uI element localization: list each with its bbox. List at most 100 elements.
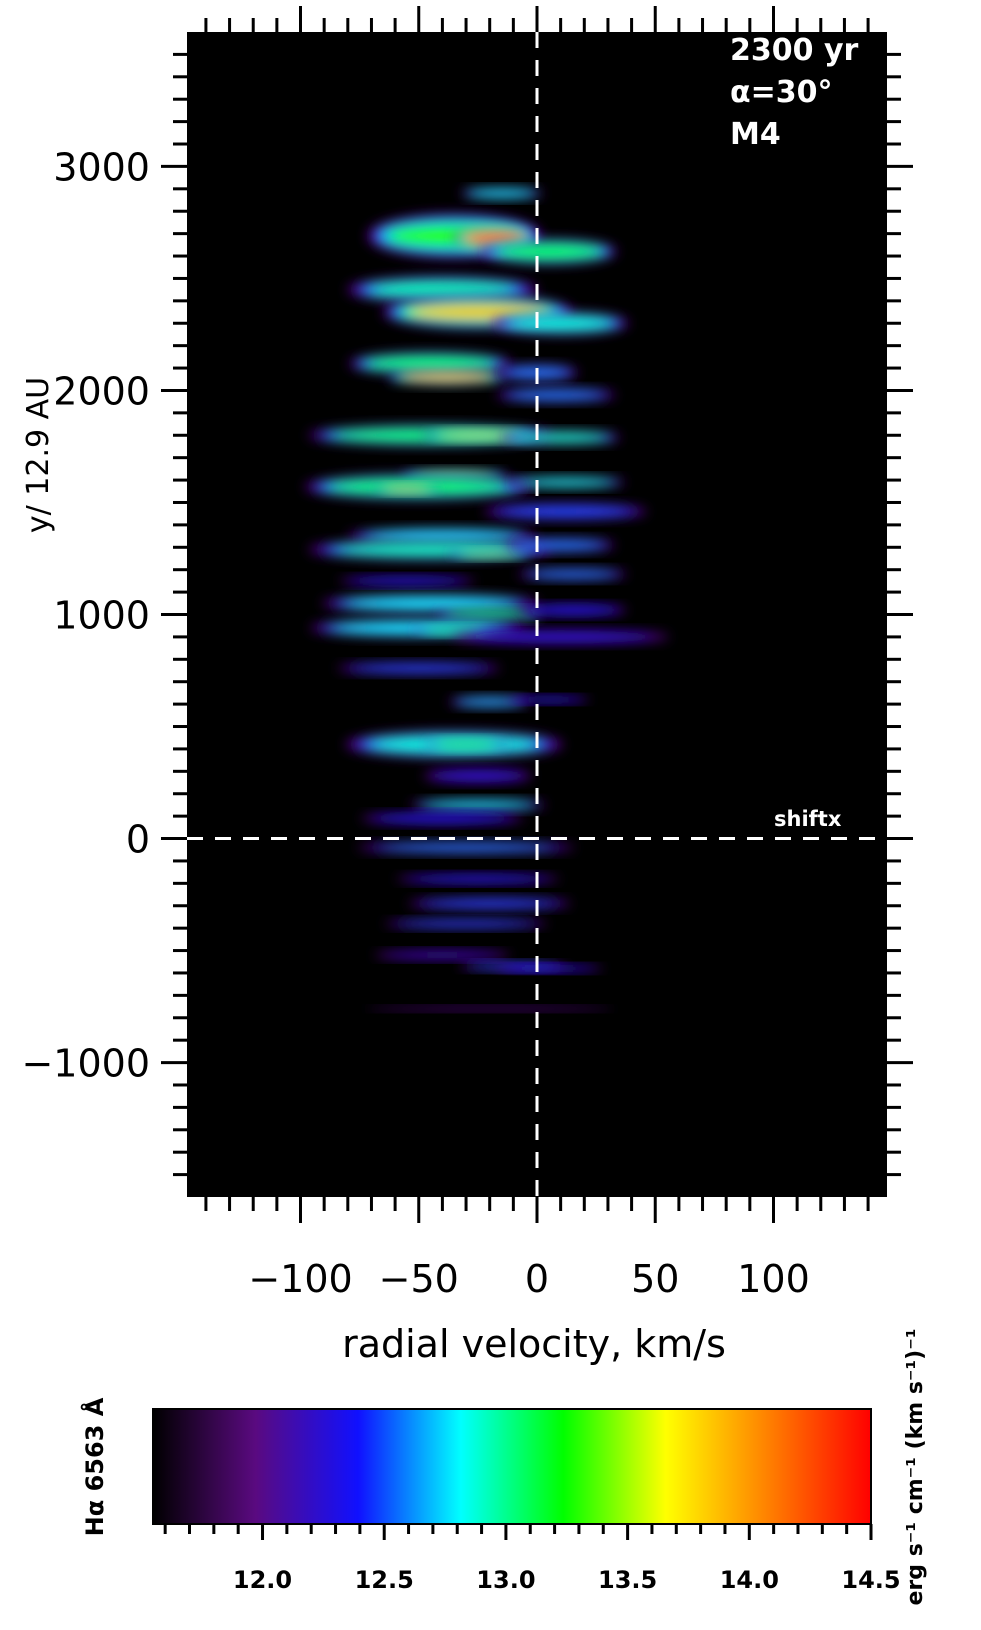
emission-blob (483, 503, 647, 520)
emission-blob (367, 1006, 613, 1012)
x-tick-label: −100 (248, 1257, 352, 1301)
emission-contour (356, 665, 482, 671)
emission-blob (425, 738, 507, 751)
emission-contour (403, 921, 529, 926)
colorbar-unit: erg s⁻¹ cm⁻¹ (km s⁻¹)⁻¹ (903, 1329, 928, 1606)
emission-blob (451, 630, 670, 644)
reference-lines (187, 32, 887, 1197)
emission-contour (516, 434, 605, 441)
emission-blob (374, 484, 440, 494)
emission-blob (413, 625, 496, 635)
emission-contour (412, 306, 544, 318)
emission-blob (508, 696, 590, 703)
emission-contour (530, 571, 615, 577)
y-tick-label: 3000 (53, 145, 150, 189)
emission-contour (518, 541, 603, 549)
axis-ticks (161, 6, 913, 1223)
emission-contour (372, 284, 512, 296)
emission-contour (426, 900, 553, 907)
emission-contour (406, 374, 488, 380)
emission-blob (494, 965, 604, 972)
x-tick-label: 100 (737, 1257, 810, 1301)
emission-contour (469, 632, 652, 642)
emission-contour (367, 1006, 613, 1012)
emission-blob (387, 369, 507, 385)
y-tick-label: −1000 (21, 1042, 150, 1086)
emission-blob (408, 897, 572, 910)
emission-blob (338, 576, 475, 586)
emission-contour (373, 359, 489, 368)
emission-map (304, 187, 670, 1012)
colorbar-title: Hα 6563 Å (80, 1397, 109, 1536)
colorbar-tick-label: 14.0 (720, 1566, 779, 1594)
emission-blob (496, 388, 616, 402)
x-tick-label: 50 (631, 1257, 679, 1301)
emission-contour (428, 802, 528, 808)
emission-contour (437, 742, 495, 747)
emission-contour (385, 952, 500, 958)
emission-blob (396, 874, 560, 884)
colorbar-tick-label: 13.5 (598, 1566, 657, 1594)
emission-contour (382, 844, 550, 851)
emission-contour (458, 699, 522, 705)
emission-contour (384, 487, 430, 491)
emission-contour (415, 876, 541, 882)
emission-blob (518, 568, 627, 580)
emission-blob (435, 608, 545, 621)
emission-contour (517, 698, 581, 702)
emission-blob (348, 352, 513, 375)
emission-blob (448, 549, 531, 559)
tick-labels: −100 −50 0 50 100 −1000 0 1000 2000 3000 (21, 145, 809, 1301)
emission-blob (500, 430, 621, 445)
emission-contour (425, 628, 484, 632)
emission-contour (530, 607, 615, 613)
x-axis-label: radial velocity, km/s (342, 1322, 726, 1366)
emission-blob (492, 312, 629, 335)
colorbar-ticks: 12.0 12.5 13.0 13.5 14.0 14.5 (163, 1524, 901, 1594)
emission-contour (379, 815, 506, 822)
colorbar-tick-label: 12.0 (233, 1566, 292, 1594)
emission-contour (500, 247, 597, 256)
emission-contour (451, 612, 529, 617)
emission-blob (360, 812, 524, 824)
emission-contour (351, 599, 510, 607)
emission-contour (502, 507, 629, 516)
x-tick-label: −50 (379, 1257, 459, 1301)
y-tick-label: 1000 (53, 594, 150, 638)
emission-blob (460, 187, 543, 199)
emission-blob (409, 799, 546, 811)
emission-contour (432, 771, 524, 781)
colorbar-tick-label: 12.5 (355, 1566, 414, 1594)
emission-contour (440, 433, 516, 437)
emission-blob (321, 594, 540, 613)
emission-contour (471, 191, 532, 196)
emission-contour (460, 552, 519, 556)
emission-contour (507, 966, 591, 971)
emission-blob (337, 662, 501, 674)
emission-blob (480, 239, 617, 264)
time-label: 2300 yr (730, 33, 858, 68)
model-label: M4 (730, 117, 781, 152)
emission-contour (509, 391, 602, 399)
colorbar-tick-label: 14.5 (841, 1566, 900, 1594)
angle-label: α=30° (730, 75, 833, 110)
emission-blob (374, 950, 511, 960)
emission-blob (505, 476, 626, 488)
emission-contour (511, 318, 611, 328)
shift-label: shiftx (774, 807, 842, 831)
y-tick-label: 2000 (53, 369, 150, 413)
emission-blob (423, 769, 533, 783)
emission-blob (506, 538, 616, 552)
emission-blob (384, 919, 548, 929)
y-axis-label: y/ 12.9 AU (21, 377, 56, 533)
x-tick-label: 0 (525, 1257, 549, 1301)
emission-blob (357, 841, 575, 854)
colorbar (152, 1408, 872, 1525)
y-tick-label: 0 (126, 818, 150, 862)
emission-contour (354, 578, 460, 584)
emission-contour (521, 480, 610, 485)
emission-contour (467, 234, 522, 242)
emission-blob (518, 604, 627, 616)
colorbar-tick-label: 13.0 (476, 1566, 535, 1594)
